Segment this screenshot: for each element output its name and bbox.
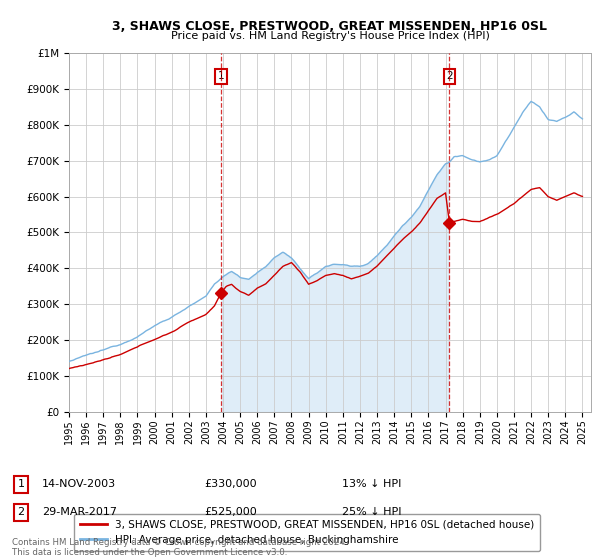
Text: 14-NOV-2003: 14-NOV-2003 xyxy=(42,479,116,489)
Legend: 3, SHAWS CLOSE, PRESTWOOD, GREAT MISSENDEN, HP16 0SL (detached house), HPI: Aver: 3, SHAWS CLOSE, PRESTWOOD, GREAT MISSEND… xyxy=(74,514,541,551)
Text: 29-MAR-2017: 29-MAR-2017 xyxy=(42,507,117,517)
Text: 25% ↓ HPI: 25% ↓ HPI xyxy=(342,507,401,517)
Text: £525,000: £525,000 xyxy=(204,507,257,517)
Text: 1: 1 xyxy=(17,479,25,489)
Text: Contains HM Land Registry data © Crown copyright and database right 2024.
This d: Contains HM Land Registry data © Crown c… xyxy=(12,538,347,557)
Text: 2: 2 xyxy=(17,507,25,517)
Text: 13% ↓ HPI: 13% ↓ HPI xyxy=(342,479,401,489)
Text: 1: 1 xyxy=(217,72,224,82)
Text: 2: 2 xyxy=(446,72,453,82)
Text: £330,000: £330,000 xyxy=(204,479,257,489)
Text: Price paid vs. HM Land Registry's House Price Index (HPI): Price paid vs. HM Land Registry's House … xyxy=(170,31,490,41)
Text: 3, SHAWS CLOSE, PRESTWOOD, GREAT MISSENDEN, HP16 0SL: 3, SHAWS CLOSE, PRESTWOOD, GREAT MISSEND… xyxy=(113,20,548,32)
